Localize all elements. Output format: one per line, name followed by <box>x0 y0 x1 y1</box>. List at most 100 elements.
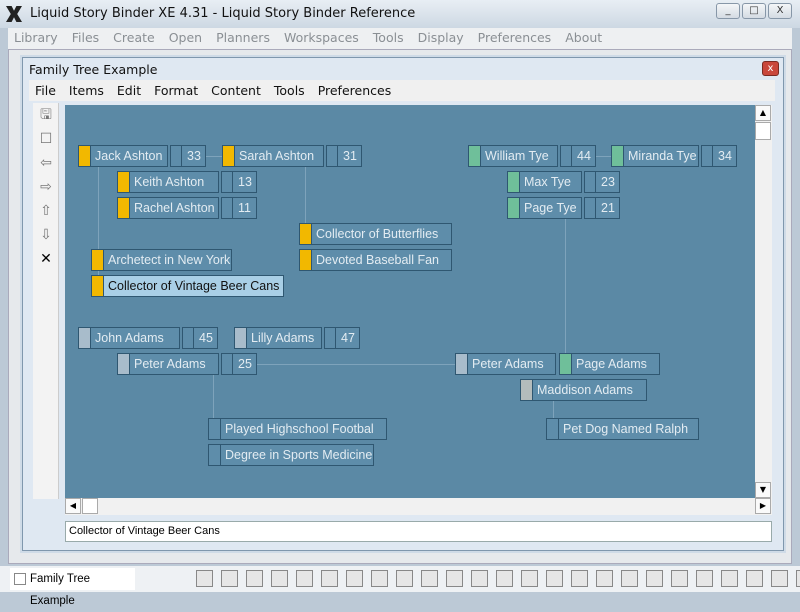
tree-node[interactable]: Pet Dog Named Ralph <box>546 418 699 440</box>
toolbar-icon[interactable] <box>471 570 488 587</box>
menu-open[interactable]: Open <box>168 30 203 45</box>
age-box[interactable]: 31 <box>326 145 362 167</box>
tree-node[interactable]: Peter Adams <box>117 353 219 375</box>
tree-node[interactable]: Degree in Sports Medicine <box>208 444 374 466</box>
taskbar-item-family-tree[interactable]: Family Tree Example <box>10 568 135 607</box>
arrow-up-icon[interactable]: ⇧ <box>40 203 52 219</box>
tree-node[interactable]: Collector of Butterflies <box>299 223 452 245</box>
tree-node[interactable]: Max Tye <box>507 171 582 193</box>
toolbar-icon[interactable] <box>446 570 463 587</box>
toolbar-icon[interactable] <box>271 570 288 587</box>
child-menu-file[interactable]: File <box>35 83 56 98</box>
scroll-up-button[interactable]: ▲ <box>755 105 771 121</box>
node-label: Played Highschool Footbal <box>225 422 374 436</box>
status-field[interactable]: Collector of Vintage Beer Cans <box>65 521 772 542</box>
child-menu-edit[interactable]: Edit <box>116 83 142 98</box>
toolbar-icon[interactable] <box>646 570 663 587</box>
toolbar-icon[interactable] <box>671 570 688 587</box>
toolbar-icon[interactable] <box>196 570 213 587</box>
tree-node[interactable]: Page Tye <box>507 197 582 219</box>
scroll-left-button[interactable]: ◀ <box>65 498 81 514</box>
child-close-button[interactable]: x <box>762 61 779 76</box>
child-menu-preferences[interactable]: Preferences <box>317 83 392 98</box>
age-value: 44 <box>577 149 591 163</box>
child-menu-items[interactable]: Items <box>68 83 104 98</box>
age-box[interactable]: 33 <box>170 145 206 167</box>
age-box[interactable]: 34 <box>701 145 737 167</box>
maximize-button[interactable]: □ <box>742 3 766 19</box>
age-box[interactable]: 23 <box>584 171 620 193</box>
age-box[interactable]: 21 <box>584 197 620 219</box>
age-box[interactable]: 47 <box>324 327 360 349</box>
tree-node[interactable]: Sarah Ashton <box>222 145 324 167</box>
node-label: Peter Adams <box>134 357 206 371</box>
vertical-scroll-thumb[interactable] <box>755 122 771 140</box>
menu-library[interactable]: Library <box>14 30 58 45</box>
menu-tools[interactable]: Tools <box>372 30 404 45</box>
toolbar-icon[interactable] <box>571 570 588 587</box>
tree-node[interactable]: Devoted Baseball Fan <box>299 249 452 271</box>
toolbar-icon[interactable] <box>771 570 788 587</box>
tree-node[interactable]: Page Adams <box>559 353 660 375</box>
toolbar-icon[interactable] <box>296 570 313 587</box>
save-icon[interactable]: 🖫 <box>40 107 52 123</box>
vertical-scrollbar[interactable]: ▲ ▼ <box>755 105 772 498</box>
arrow-left-icon[interactable]: ⇦ <box>40 155 52 171</box>
tree-node[interactable]: Maddison Adams <box>520 379 647 401</box>
child-menu-content[interactable]: Content <box>211 83 261 98</box>
toolbar-icon[interactable] <box>396 570 413 587</box>
tree-node[interactable]: Archetect in New York <box>91 249 232 271</box>
menu-planners[interactable]: Planners <box>216 30 270 45</box>
scroll-right-button[interactable]: ▶ <box>755 498 771 514</box>
scroll-down-button[interactable]: ▼ <box>755 482 771 498</box>
toolbar-icon[interactable] <box>746 570 763 587</box>
age-spacer <box>183 328 194 348</box>
tree-node[interactable]: Peter Adams <box>455 353 556 375</box>
toolbar-icon[interactable] <box>721 570 738 587</box>
menu-about[interactable]: About <box>565 30 603 45</box>
arrow-down-icon[interactable]: ⇩ <box>40 227 52 243</box>
tree-node[interactable]: Keith Ashton <box>117 171 219 193</box>
age-box[interactable]: 11 <box>221 197 257 219</box>
square-icon[interactable]: ☐ <box>39 131 53 147</box>
child-menu-format[interactable]: Format <box>154 83 199 98</box>
menu-display[interactable]: Display <box>417 30 464 45</box>
tree-node[interactable]: Played Highschool Footbal <box>208 418 387 440</box>
age-box[interactable]: 13 <box>221 171 257 193</box>
menu-files[interactable]: Files <box>71 30 100 45</box>
menu-preferences[interactable]: Preferences <box>477 30 552 45</box>
menu-create[interactable]: Create <box>113 30 155 45</box>
menu-workspaces[interactable]: Workspaces <box>283 30 359 45</box>
tree-node[interactable]: Jack Ashton <box>78 145 168 167</box>
toolbar-icon[interactable] <box>246 570 263 587</box>
child-menu-tools[interactable]: Tools <box>273 83 305 98</box>
toolbar-icon[interactable] <box>796 570 800 587</box>
toolbar-icon[interactable] <box>346 570 363 587</box>
tree-node[interactable]: William Tye <box>468 145 558 167</box>
toolbar-icon[interactable] <box>621 570 638 587</box>
tree-node[interactable]: Lilly Adams <box>234 327 322 349</box>
tree-node[interactable]: Collector of Vintage Beer Cans <box>91 275 284 297</box>
age-box[interactable]: 44 <box>560 145 596 167</box>
toolbar-icon[interactable] <box>371 570 388 587</box>
tree-node[interactable]: Miranda Tye <box>611 145 699 167</box>
minimize-button[interactable]: _ <box>716 3 740 19</box>
tree-node[interactable]: Rachel Ashton <box>117 197 219 219</box>
toolbar-icon[interactable] <box>696 570 713 587</box>
family-tree-canvas[interactable]: Jack Ashton 33 Sarah Ashton 31 William Tye 44… <box>65 105 755 498</box>
arrow-right-icon[interactable]: ⇨ <box>40 179 52 195</box>
toolbar-icon[interactable] <box>496 570 513 587</box>
age-box[interactable]: 45 <box>182 327 218 349</box>
age-box[interactable]: 25 <box>221 353 257 375</box>
toolbar-icon[interactable] <box>221 570 238 587</box>
toolbar-icon[interactable] <box>321 570 338 587</box>
toolbar-icon[interactable] <box>521 570 538 587</box>
toolbar-icon[interactable] <box>421 570 438 587</box>
delete-icon[interactable]: ✕ <box>40 251 52 267</box>
horizontal-scroll-thumb[interactable] <box>82 498 98 514</box>
toolbar-icon[interactable] <box>596 570 613 587</box>
toolbar-icon[interactable] <box>546 570 563 587</box>
close-button[interactable]: X <box>768 3 792 19</box>
horizontal-scrollbar[interactable]: ◀ ▶ <box>65 498 772 515</box>
tree-node[interactable]: John Adams <box>78 327 180 349</box>
